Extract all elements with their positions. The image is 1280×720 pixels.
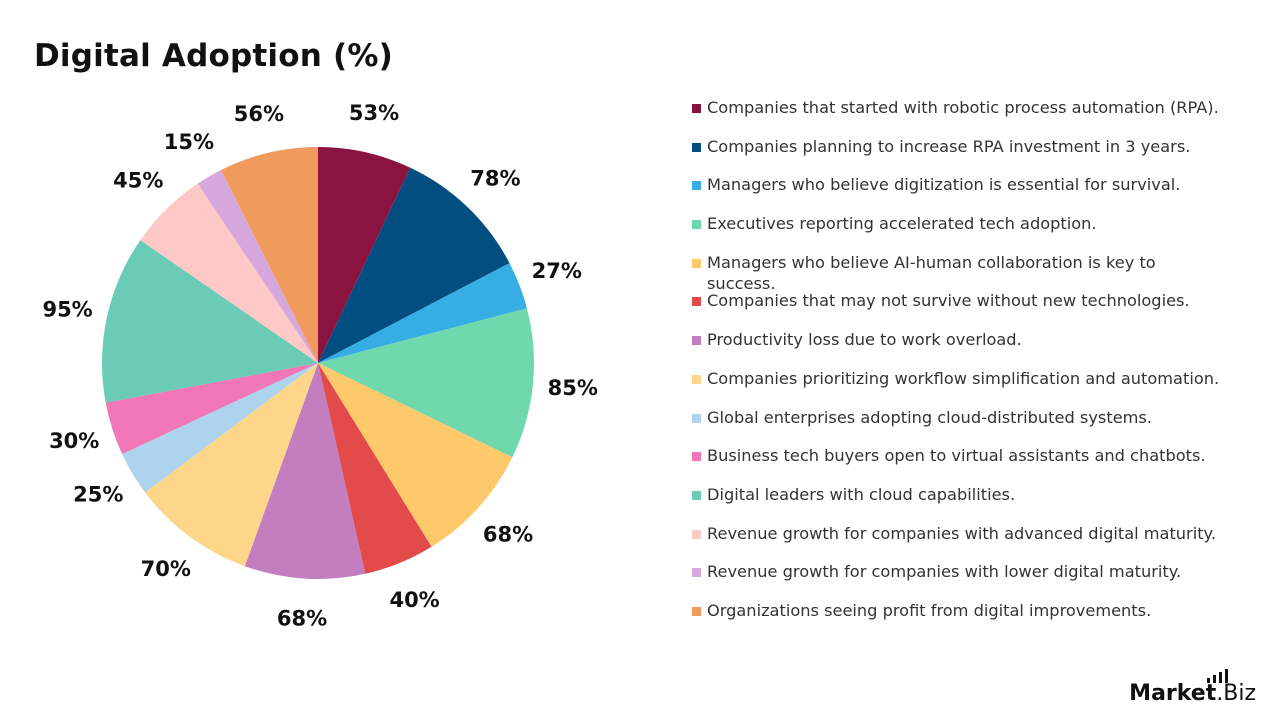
pie-slices bbox=[101, 147, 535, 580]
legend-item: Companies that started with robotic proc… bbox=[692, 97, 1222, 136]
legend-item: Companies planning to increase RPA inves… bbox=[692, 136, 1222, 175]
legend-item: Digital leaders with cloud capabilities. bbox=[692, 484, 1222, 523]
slice-data-label: 53% bbox=[349, 101, 399, 125]
legend-label: Executives reporting accelerated tech ad… bbox=[707, 214, 1097, 234]
chart-title: Digital Adoption (%) bbox=[34, 38, 394, 74]
legend-item: Revenue growth for companies with lower … bbox=[692, 561, 1222, 600]
slice-data-label: 27% bbox=[532, 259, 582, 283]
legend-item: Productivity loss due to work overload. bbox=[692, 329, 1222, 368]
legend-label: Managers who believe AI-human collaborat… bbox=[707, 252, 1156, 293]
legend-swatch bbox=[692, 452, 701, 462]
legend-swatch bbox=[692, 568, 701, 578]
chart-legend: Companies that started with robotic proc… bbox=[692, 97, 1222, 639]
legend-label: Companies that may not survive without n… bbox=[707, 291, 1190, 311]
legend-label: Companies prioritizing workflow simplifi… bbox=[707, 368, 1220, 388]
pie-slice bbox=[318, 363, 432, 574]
pie-slice bbox=[318, 147, 411, 363]
legend-swatch bbox=[692, 529, 701, 539]
slice-data-label: 70% bbox=[141, 557, 191, 581]
legend-swatch bbox=[692, 181, 701, 191]
slice-data-label: 56% bbox=[234, 102, 284, 126]
pie-slice bbox=[220, 147, 318, 363]
legend-label: Digital leaders with cloud capabilities. bbox=[707, 484, 1016, 504]
legend-swatch bbox=[692, 336, 701, 346]
legend-label: Revenue growth for companies with lower … bbox=[707, 562, 1182, 582]
legend-item: Organizations seeing profit from digital… bbox=[692, 600, 1222, 639]
logo-bars-icon bbox=[1207, 669, 1231, 683]
pie-slice bbox=[318, 263, 527, 363]
legend-item: Companies prioritizing workflow simplifi… bbox=[692, 368, 1222, 407]
pie-slice bbox=[318, 363, 513, 547]
slice-data-label: 68% bbox=[483, 523, 533, 547]
slice-data-label: 78% bbox=[470, 166, 520, 190]
logo-brand-light: .Biz bbox=[1216, 681, 1256, 706]
pie-labels: 53% 78% 27% 85% 68% 40% 68% 70% 25% 30% 95% 45%15% 5… bbox=[42, 101, 597, 630]
legend-swatch bbox=[692, 258, 701, 268]
pie-slice bbox=[145, 363, 318, 567]
legend-item: Managers who believe digitization is ess… bbox=[692, 174, 1222, 213]
legend-swatch bbox=[692, 374, 701, 384]
slice-data-label: 15% bbox=[164, 130, 214, 154]
legend-label: Managers who believe digitization is ess… bbox=[707, 175, 1181, 195]
logo-brand-bold: Market bbox=[1129, 681, 1217, 706]
slice-data-label: 30% bbox=[49, 429, 99, 453]
pie-slice bbox=[101, 240, 319, 403]
legend-swatch bbox=[692, 413, 701, 423]
legend-label: Revenue growth for companies with advanc… bbox=[707, 523, 1216, 543]
legend-label: Organizations seeing profit from digital… bbox=[707, 600, 1152, 620]
legend-item: Executives reporting accelerated tech ad… bbox=[692, 213, 1222, 252]
legend-swatch bbox=[692, 220, 701, 230]
pie-slice bbox=[105, 363, 318, 454]
pie-slice bbox=[318, 167, 510, 363]
legend-label: Business tech buyers open to virtual ass… bbox=[707, 446, 1206, 466]
pie-slice bbox=[122, 363, 318, 493]
slice-data-label: 25% bbox=[73, 482, 123, 506]
legend-swatch bbox=[692, 297, 701, 307]
legend-item: Revenue growth for companies with advanc… bbox=[692, 523, 1222, 562]
legend-swatch bbox=[692, 104, 701, 113]
legend-item: Companies that may not survive without n… bbox=[692, 290, 1222, 329]
pie-slice bbox=[318, 308, 535, 458]
slice-data-label: 68% bbox=[277, 607, 327, 631]
legend-item: Business tech buyers open to virtual ass… bbox=[692, 445, 1222, 484]
slice-data-label: 85% bbox=[548, 376, 598, 400]
legend-label: Companies planning to increase RPA inves… bbox=[707, 136, 1191, 156]
pie-slice bbox=[244, 363, 366, 580]
slice-data-label: 95% bbox=[42, 298, 92, 322]
legend-label: Productivity loss due to work overload. bbox=[707, 330, 1022, 350]
pie-slice bbox=[197, 170, 318, 363]
slice-data-label: 45% bbox=[113, 169, 163, 193]
legend-item: Managers who believe AI-human collaborat… bbox=[692, 252, 1222, 293]
brand-logo: Market .Biz bbox=[1129, 669, 1256, 706]
legend-swatch bbox=[692, 142, 701, 152]
legend-swatch bbox=[692, 606, 701, 616]
legend-swatch bbox=[692, 490, 701, 500]
slice-data-label: 40% bbox=[389, 588, 439, 612]
legend-label: Companies that started with robotic proc… bbox=[707, 98, 1219, 117]
legend-label: Global enterprises adopting cloud-distri… bbox=[707, 407, 1153, 427]
legend-item: Global enterprises adopting cloud-distri… bbox=[692, 407, 1222, 446]
pie-slice bbox=[140, 183, 318, 363]
